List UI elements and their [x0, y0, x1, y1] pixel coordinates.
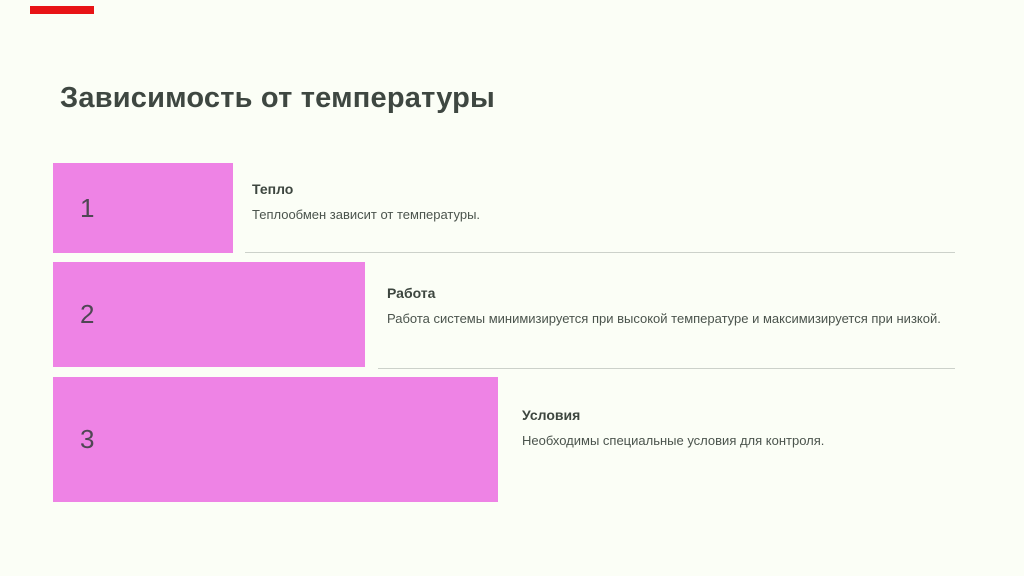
- item-heading-2: Работа: [387, 285, 436, 301]
- item-text-3: Условия Необходимы специальные условия д…: [522, 407, 992, 449]
- item-heading-1: Тепло: [252, 181, 294, 197]
- item-number-2: 2: [80, 299, 95, 329]
- item-bar-1: 1: [53, 163, 233, 253]
- item-number-3: 3: [80, 424, 95, 454]
- divider-2: [378, 368, 955, 369]
- item-body-3: Необходимы специальные условия для контр…: [522, 433, 825, 448]
- slide-title: Зависимость от температуры: [60, 82, 496, 114]
- item-bar-3: 3: [53, 377, 498, 502]
- item-bar-2: 2: [53, 262, 365, 367]
- accent-bar: [30, 6, 94, 14]
- item-body-1: Теплообмен зависит от температуры.: [252, 207, 481, 222]
- item-text-2: Работа Работа системы минимизируется при…: [387, 285, 967, 327]
- divider-1: [245, 252, 955, 253]
- item-text-1: Тепло Теплообмен зависит от температуры.: [252, 181, 952, 223]
- item-body-2: Работа системы минимизируется при высоко…: [387, 311, 941, 326]
- item-heading-3: Условия: [522, 407, 581, 423]
- item-number-1: 1: [80, 192, 95, 223]
